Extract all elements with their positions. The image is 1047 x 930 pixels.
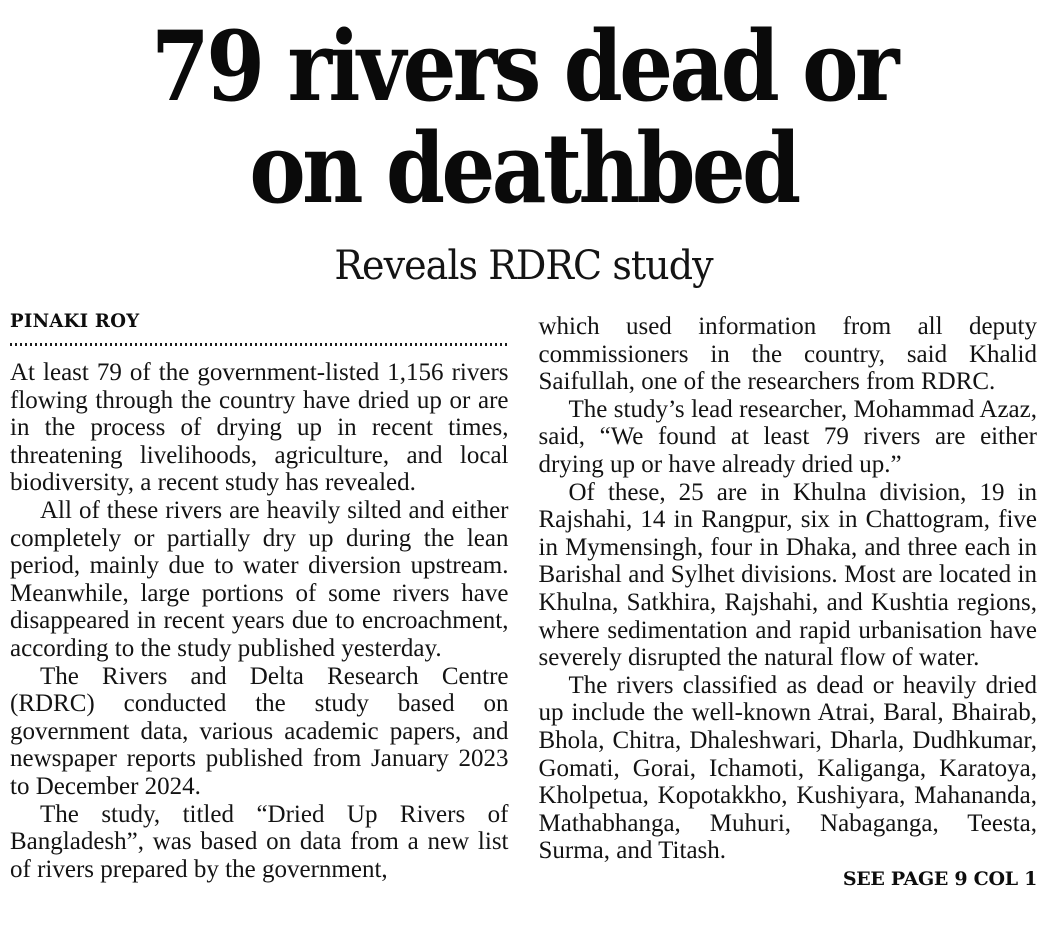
article-paragraph: which used information from all deputy c… [538, 313, 1038, 396]
article-paragraph: The Rivers and Delta Research Centre (RD… [10, 662, 509, 800]
continuation-notice: SEE PAGE 9 COL 1 [842, 867, 1037, 890]
article-column-right: which used information from all deputy c… [539, 303, 1038, 891]
article-paragraph: Of these, 25 are in Khulna division, 19 … [538, 478, 1038, 672]
article-paragraph: At least 79 of the government-listed 1,1… [10, 359, 509, 497]
article-subheadline: Reveals RDRC study [334, 243, 713, 289]
article-paragraph: The study’s lead researcher, Mohammad Az… [538, 395, 1038, 478]
article-paragraph: The rivers classified as dead or heavily… [538, 671, 1038, 865]
article-headline: 79 rivers dead or on deathbed [63, 16, 984, 220]
byline: PINAKI ROY [10, 310, 140, 332]
article-paragraph: The study, titled “Dried Up Rivers of Ba… [10, 800, 509, 883]
byline-divider [10, 343, 509, 346]
article-column-left: PINAKI ROY At least 79 of the government… [10, 303, 509, 891]
article-body: PINAKI ROY At least 79 of the government… [10, 303, 1037, 891]
headline-line-1: 79 rivers dead or [151, 10, 899, 123]
headline-line-2: on deathbed [249, 112, 801, 225]
article-paragraph: All of these rivers are heavily silted a… [10, 496, 509, 662]
